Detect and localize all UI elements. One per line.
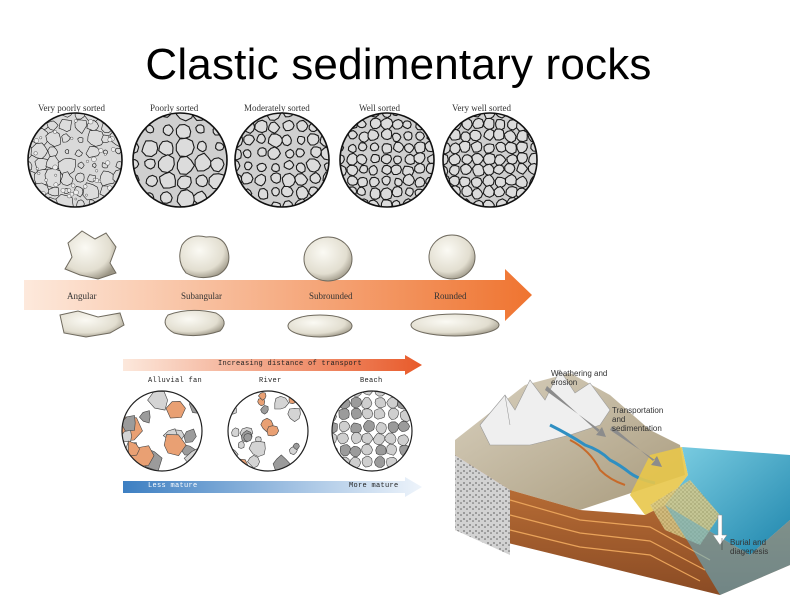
maturity-circle-outline bbox=[227, 390, 309, 472]
river bbox=[549, 423, 656, 485]
subrounded-flat-pebble bbox=[287, 314, 353, 338]
beach bbox=[630, 447, 688, 515]
sorting-circle-outline bbox=[442, 112, 538, 208]
transportation-label: Transportation and sedimentation bbox=[612, 406, 664, 433]
maturity-diagram bbox=[121, 355, 422, 497]
sedimentary-block-diagram bbox=[455, 369, 790, 595]
slide-title: Clastic sedimentary rocks bbox=[145, 40, 652, 89]
subangular-flat-pebble bbox=[164, 309, 225, 337]
transport-arrow-label: Increasing distance of transport bbox=[218, 360, 363, 368]
ocean bbox=[665, 447, 790, 555]
mountains bbox=[479, 369, 611, 446]
sorting-circle-2 bbox=[133, 113, 227, 207]
sorting-circle-outline bbox=[132, 112, 228, 208]
maturity-circle-outline bbox=[331, 390, 413, 472]
maturity-circle-2 bbox=[228, 391, 308, 471]
weathering-arrow bbox=[545, 386, 606, 437]
angular-flat-pebble bbox=[59, 310, 125, 338]
more-mature-label: More mature bbox=[349, 482, 399, 490]
sorting-label-poorly: Poorly sorted bbox=[150, 103, 199, 113]
weathering-label: Weathering and erosion bbox=[551, 369, 608, 387]
rounded-pebble bbox=[428, 234, 476, 280]
sorting-label-very-poorly: Very poorly sorted bbox=[38, 103, 105, 113]
sorting-circle-3 bbox=[235, 113, 329, 207]
transport-arrow bbox=[123, 355, 422, 375]
rounding-label-subrounded: Subrounded bbox=[309, 291, 353, 301]
sorting-label-very-well: Very well sorted bbox=[452, 103, 511, 113]
sorting-diagram bbox=[27, 112, 538, 208]
maturity-circle-3 bbox=[332, 391, 412, 471]
maturity-circle-outline bbox=[121, 390, 203, 472]
rounding-arrow bbox=[24, 269, 532, 321]
maturity-arrow bbox=[123, 477, 422, 497]
env-label-beach: Beach bbox=[360, 377, 383, 385]
sorting-circle-5 bbox=[443, 113, 537, 207]
rounded-flat-pebble bbox=[410, 313, 500, 337]
env-label-alluvial-fan: Alluvial fan bbox=[148, 377, 203, 385]
maturity-circle-1 bbox=[122, 391, 202, 471]
sorting-circle-outline bbox=[234, 112, 330, 208]
burial-label: Burial and diagenesis bbox=[730, 538, 769, 556]
subangular-pebble bbox=[179, 235, 230, 279]
less-mature-label: Less mature bbox=[148, 482, 198, 490]
rounding-label-rounded: Rounded bbox=[434, 291, 467, 301]
sorting-circle-outline bbox=[339, 112, 435, 208]
sorting-circle-1 bbox=[28, 113, 122, 207]
env-label-river: River bbox=[259, 377, 282, 385]
rounding-label-subangular: Subangular bbox=[181, 291, 222, 301]
transportation-arrow bbox=[610, 426, 662, 467]
sorting-circle-4 bbox=[340, 113, 434, 207]
rounding-label-angular: Angular bbox=[67, 291, 97, 301]
sorting-label-well: Well sorted bbox=[359, 103, 401, 113]
sorting-circle-outline bbox=[27, 112, 123, 208]
subrounded-pebble bbox=[303, 236, 353, 282]
burial-arrow bbox=[712, 514, 728, 546]
rounding-diagram bbox=[24, 230, 532, 338]
sorting-label-moderately: Moderately sorted bbox=[244, 103, 310, 113]
angular-pebble bbox=[64, 230, 117, 280]
